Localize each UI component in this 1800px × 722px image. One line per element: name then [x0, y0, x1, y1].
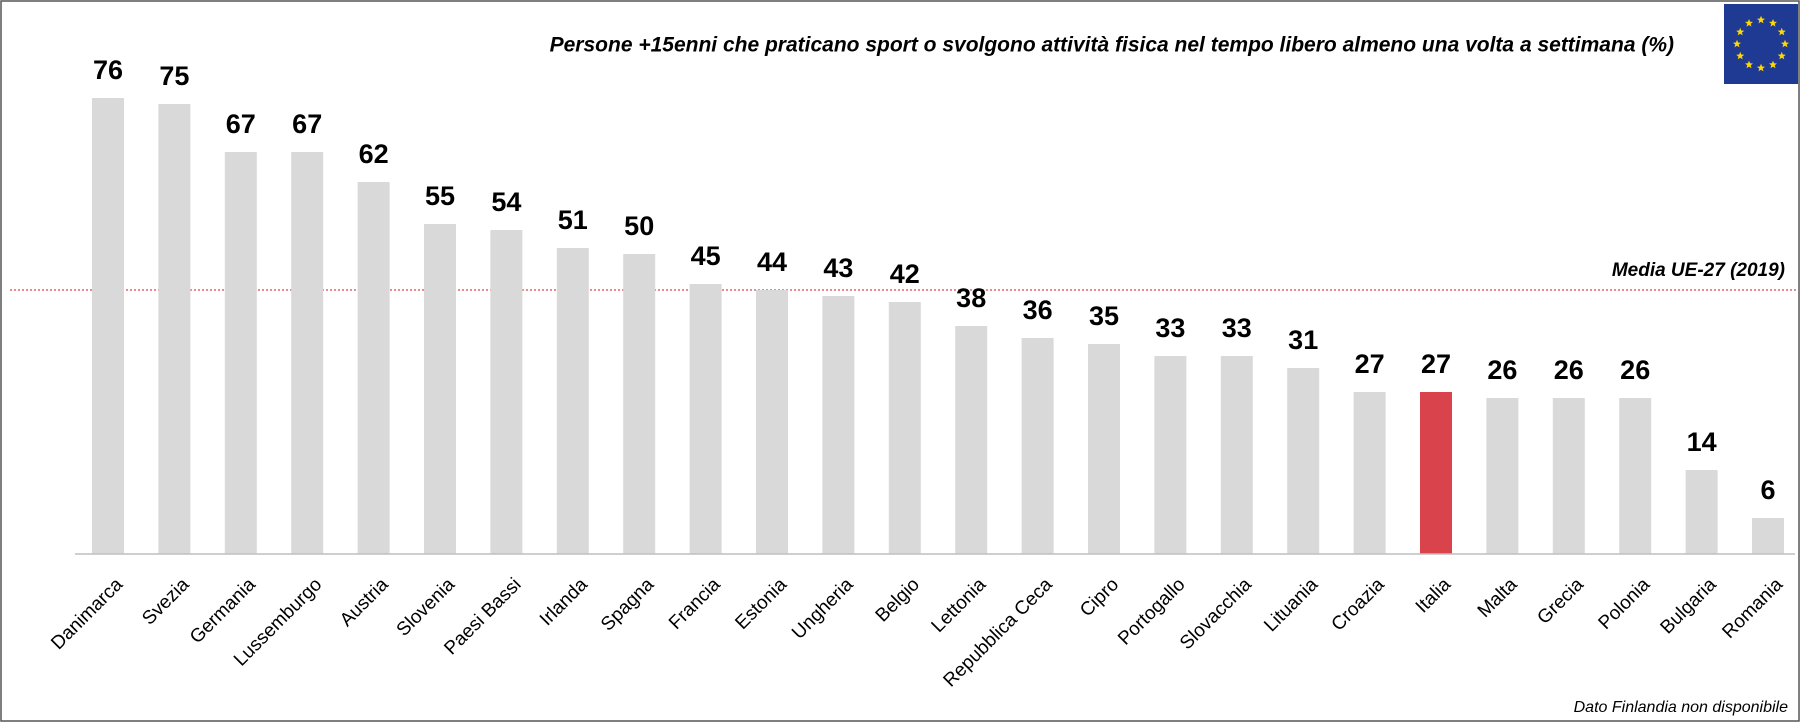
value-label: 33	[1222, 313, 1252, 343]
bar	[1685, 470, 1718, 554]
value-label: 51	[558, 205, 588, 235]
value-label: 14	[1687, 427, 1717, 457]
star	[1757, 63, 1765, 72]
star	[1736, 27, 1745, 36]
bar	[1154, 356, 1187, 554]
bar	[224, 152, 257, 554]
value-label: 38	[956, 283, 986, 313]
value-label: 26	[1620, 355, 1650, 385]
star	[1769, 19, 1777, 27]
star	[1781, 39, 1789, 48]
value-label: 55	[425, 181, 455, 211]
value-label: 62	[359, 139, 389, 169]
star	[1745, 60, 1753, 69]
value-label: 27	[1421, 349, 1451, 379]
value-label: 33	[1155, 313, 1185, 343]
bar	[1088, 344, 1120, 554]
reference-label: Media UE-27 (2019)	[1612, 260, 1785, 281]
value-label: 75	[159, 61, 189, 91]
value-label: 76	[93, 55, 123, 85]
bar	[291, 152, 324, 554]
value-label: 45	[691, 241, 721, 271]
value-label: 26	[1554, 355, 1584, 385]
bar	[1486, 398, 1519, 554]
value-label: 54	[491, 187, 521, 217]
star	[1757, 15, 1765, 24]
star	[1777, 27, 1786, 36]
value-label: 6	[1760, 475, 1775, 505]
bar	[490, 230, 523, 554]
bar	[1353, 392, 1386, 554]
bar	[556, 248, 589, 554]
bar	[1420, 392, 1452, 554]
bar	[92, 98, 124, 554]
value-label: 27	[1355, 349, 1385, 379]
bar	[1021, 338, 1054, 554]
bar	[424, 224, 456, 554]
bar	[1287, 368, 1320, 554]
bar	[689, 284, 722, 554]
bar	[623, 254, 656, 554]
value-label: 35	[1089, 301, 1119, 331]
value-label: 50	[624, 211, 654, 241]
bar	[1752, 518, 1784, 554]
value-label: 67	[226, 109, 256, 139]
bar	[1220, 356, 1253, 554]
star	[1745, 19, 1753, 27]
value-label: 43	[823, 253, 853, 283]
value-label: 42	[890, 259, 920, 289]
bar	[1552, 398, 1585, 554]
bar	[822, 296, 855, 554]
note: Dato Finlandia non disponibile	[1574, 699, 1788, 716]
value-label: 31	[1288, 325, 1318, 355]
bar	[1619, 398, 1652, 554]
bar	[357, 182, 390, 554]
star	[1736, 51, 1745, 60]
bar	[888, 302, 921, 554]
star	[1777, 51, 1786, 60]
bar	[158, 104, 191, 554]
value-label: 36	[1023, 295, 1053, 325]
star	[1733, 39, 1741, 48]
bar	[756, 290, 788, 554]
flag-stars	[1733, 15, 1789, 72]
chart-title: Persone +15enni che praticano sport o sv…	[550, 34, 1674, 57]
value-label: 26	[1487, 355, 1517, 385]
star	[1769, 60, 1777, 69]
value-label: 67	[292, 109, 322, 139]
value-label: 44	[757, 247, 787, 277]
bar	[955, 326, 988, 554]
